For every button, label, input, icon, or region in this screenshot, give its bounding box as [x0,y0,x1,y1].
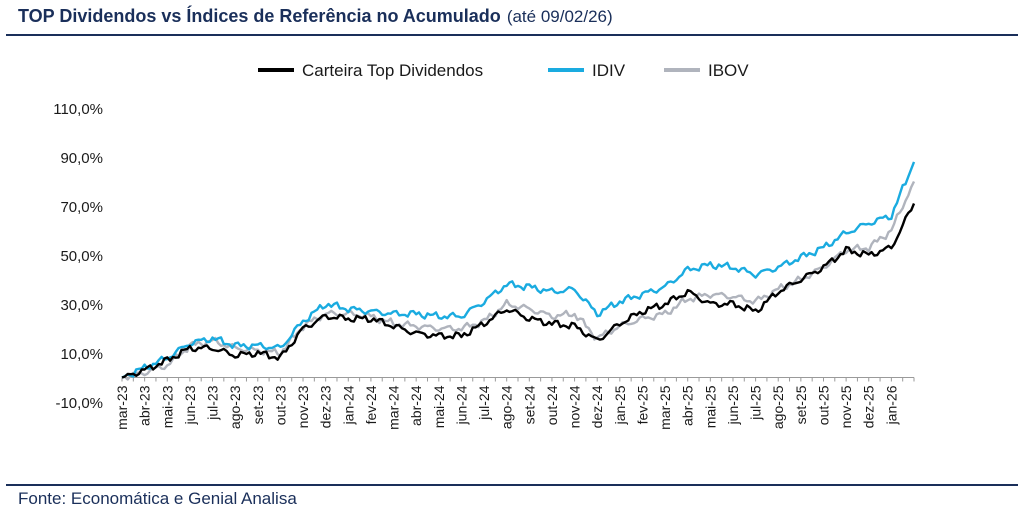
bottom-divider [6,484,1018,486]
x-tick-label: out-24 [544,385,560,425]
x-tick-label: jan-25 [612,385,628,425]
chart-date-note: (até 09/02/26) [506,7,613,26]
y-tick-label: 10,0% [60,346,103,363]
series-line-ibov [121,180,916,381]
x-tick-label: nov-23 [295,385,311,428]
legend-item: Carteira Top Dividendos [258,61,483,80]
x-tick-label: ago-23 [227,385,243,429]
legend-label: IDIV [592,61,626,80]
y-tick-label: 90,0% [60,150,103,167]
x-tick-label: jul-25 [748,385,764,420]
x-tick-label: jan-26 [883,385,899,425]
x-tick-label: mar-25 [657,385,673,430]
x-tick-label: nov-24 [567,385,583,428]
x-tick-label: jul-23 [205,385,221,420]
x-tick-label: ago-24 [499,385,515,429]
x-tick-label: out-25 [815,385,831,425]
x-tick-label: dez-23 [318,385,334,428]
x-tick-label: mai-24 [431,385,447,428]
x-tick-label: mai-23 [159,385,175,428]
y-tick-label: 30,0% [60,297,103,314]
x-tick-label: set-25 [793,385,809,424]
x-tick-label: set-23 [250,385,266,424]
x-tick-label: set-24 [521,385,537,424]
y-tick-label: -10,0% [55,395,103,412]
legend-label: IBOV [708,61,749,80]
x-tick-label: mai-25 [702,385,718,428]
x-tick-label: mar-24 [386,385,402,430]
x-tick-label: ago-25 [770,385,786,429]
legend-item: IDIV [548,61,626,80]
chart-title: TOP Dividendos vs Índices de Referência … [18,6,501,26]
legend-item: IBOV [664,61,749,80]
x-tick-label: jun-25 [725,385,741,425]
source-note: Fonte: Economática e Genial Analisa [18,489,297,508]
x-tick-label: out-23 [272,385,288,425]
x-tick-label: abr-25 [680,385,696,426]
x-tick-label: jul-24 [476,385,492,420]
top-divider [6,34,1018,36]
series-line-idiv [121,161,916,379]
y-tick-label: 50,0% [60,248,103,265]
y-tick-label: 70,0% [60,199,103,216]
x-tick-label: fev-25 [634,385,650,424]
legend-label: Carteira Top Dividendos [302,61,483,80]
line-chart: -10,0% 10,0% 30,0% 50,0% 70,0% 90,0% 110,0% mar… [53,61,916,430]
chart-header: TOP Dividendos vs Índices de Referência … [18,6,613,34]
x-tick-label: abr-23 [137,385,153,426]
x-tick-label: nov-25 [838,385,854,428]
x-tick-label: jan-24 [340,385,356,425]
x-tick-label: abr-24 [408,385,424,426]
y-tick-label: 110,0% [53,101,103,118]
x-tick-label: dez-25 [861,385,877,428]
x-tick-label: dez-24 [589,385,605,428]
series-line-carteira-top-dividendos [121,203,916,379]
x-tick-label: mar-23 [114,385,130,430]
x-tick-label: fev-24 [363,385,379,424]
x-tick-label: jun-23 [182,385,198,425]
x-tick-label: jun-24 [453,385,469,425]
legend: Carteira Top Dividendos IDIV IBOV [258,61,749,80]
